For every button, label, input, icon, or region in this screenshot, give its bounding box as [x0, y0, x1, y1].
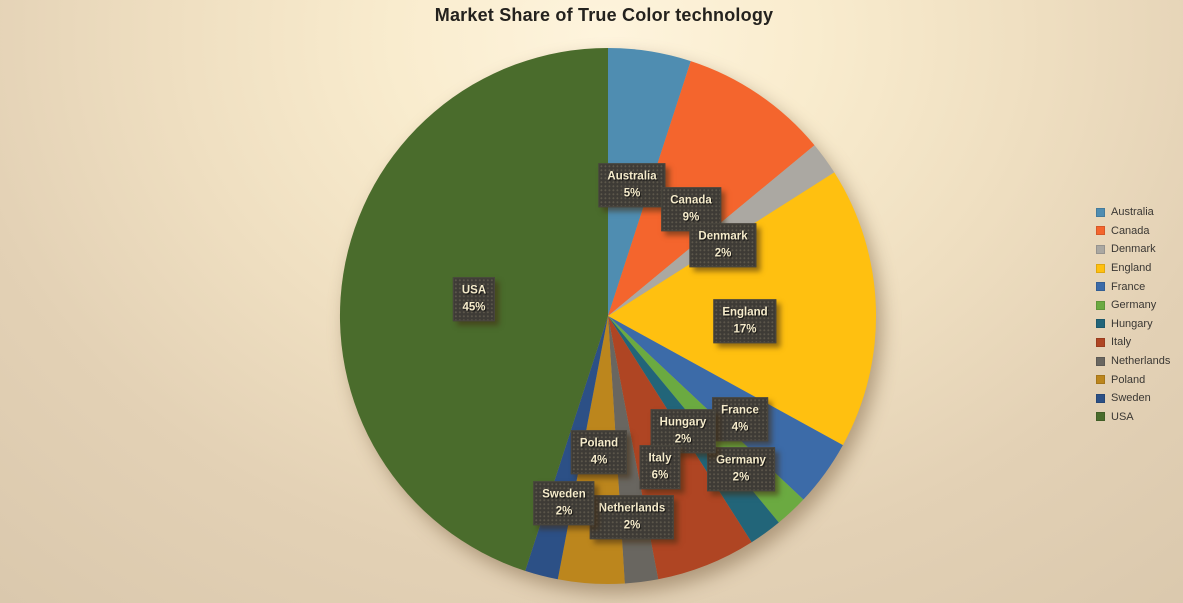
legend-label: Canada [1111, 224, 1150, 237]
chart-title: Market Share of True Color technology [434, 5, 774, 25]
legend-label: Sweden [1111, 392, 1151, 405]
legend-item-poland: Poland [1096, 370, 1170, 389]
data-label-value: 5% [623, 187, 641, 200]
legend-swatch [1096, 207, 1105, 217]
data-label-category: Hungary [659, 416, 707, 429]
data-label-category: Australia [607, 170, 657, 183]
legend-swatch [1096, 244, 1105, 254]
legend-item-england: England [1096, 259, 1170, 278]
legend-label: Australia [1111, 206, 1154, 219]
legend-swatch [1096, 300, 1105, 310]
legend-label: Germany [1111, 299, 1157, 312]
legend-item-denmark: Denmark [1096, 240, 1170, 259]
data-label-england: England 17% [713, 299, 777, 343]
legend-item-germany: Germany [1096, 296, 1170, 315]
legend-swatch [1096, 282, 1105, 292]
data-label-value: 4% [731, 421, 749, 434]
legend-label: Italy [1111, 336, 1132, 349]
legend-swatch [1096, 375, 1105, 385]
data-label-category: USA [461, 284, 487, 297]
data-label-germany: Germany 2% [707, 447, 775, 491]
legend-swatch [1096, 263, 1105, 273]
data-label-value: 6% [651, 469, 669, 482]
data-label-value: 2% [623, 519, 641, 532]
data-label-value: 2% [555, 505, 573, 518]
legend-item-australia: Australia [1096, 203, 1170, 222]
legend-item-hungary: Hungary [1096, 315, 1170, 334]
data-label-france: France 4% [712, 397, 768, 441]
data-label-usa: USA 45% [452, 277, 496, 321]
data-label-category: Denmark [698, 230, 748, 243]
data-label-category: Poland [579, 437, 619, 450]
data-label-australia: Australia 5% [598, 163, 666, 207]
data-label-sweden: Sweden 2% [533, 481, 595, 525]
data-label-category: Italy [648, 452, 672, 465]
legend-label: Hungary [1111, 317, 1153, 330]
legend-label: Denmark [1111, 243, 1156, 256]
data-label-poland: Poland 4% [570, 430, 628, 474]
legend-item-italy: Italy [1096, 333, 1170, 352]
legend-label: USA [1111, 410, 1134, 423]
legend-swatch [1096, 337, 1105, 347]
legend-item-sweden: Sweden [1096, 389, 1170, 408]
data-label-category: France [721, 404, 759, 417]
data-label-category: Netherlands [598, 502, 666, 515]
data-label-value: 9% [682, 211, 700, 224]
legend-item-netherlands: Netherlands [1096, 352, 1170, 371]
data-label-value: 17% [733, 323, 757, 336]
legend-swatch [1096, 393, 1105, 403]
legend-item-france: France [1096, 277, 1170, 296]
legend-label: Netherlands [1111, 355, 1171, 368]
legend: Australia Canada Denmark England France Germa… [1096, 203, 1170, 426]
legend-swatch [1096, 319, 1105, 329]
legend-swatch [1096, 412, 1105, 422]
legend-label: France [1111, 280, 1146, 293]
data-label-denmark: Denmark 2% [689, 223, 757, 267]
data-label-category: Sweden [542, 488, 586, 501]
data-label-category: Canada [670, 194, 712, 207]
data-label-category: England [722, 306, 768, 319]
legend-label: England [1111, 262, 1152, 275]
data-label-category: Germany [716, 454, 766, 467]
legend-label: Poland [1111, 373, 1146, 386]
data-label-value: 45% [462, 301, 486, 314]
legend-item-canada: Canada [1096, 222, 1170, 241]
legend-item-usa: USA [1096, 408, 1170, 427]
data-label-value: 2% [732, 471, 750, 484]
data-label-value: 2% [674, 433, 692, 446]
data-label-value: 2% [714, 247, 732, 260]
data-label-value: 4% [590, 454, 608, 467]
data-label-italy: Italy 6% [639, 445, 681, 489]
legend-swatch [1096, 356, 1105, 366]
data-label-netherlands: Netherlands 2% [589, 495, 675, 539]
legend-swatch [1096, 226, 1105, 236]
